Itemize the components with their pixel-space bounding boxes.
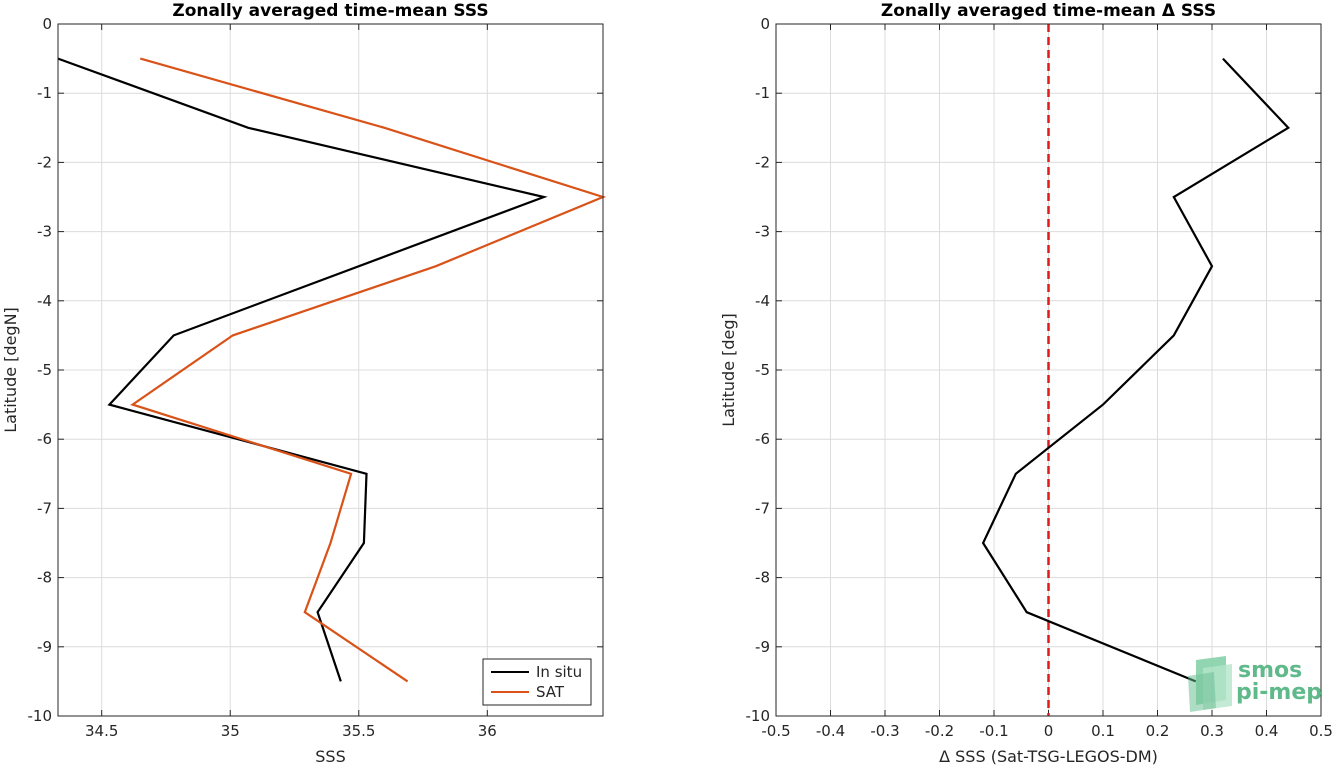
x-tick-label: 0 [1044,722,1054,740]
y-tick-label: -7 [37,499,52,517]
y-tick-label: 0 [42,15,52,33]
x-tick-label: 0.5 [1309,722,1333,740]
y-tick-label: -6 [37,430,52,448]
legend-box [482,658,592,706]
x-tick-label: 34.5 [85,722,118,740]
series-line-in-situ [57,57,548,682]
legend-label-in-situ: In situ [536,663,582,681]
x-tick-label: 35.5 [342,722,375,740]
delta-sss-profile-chart: 0 -1 -2 -3 -4 -5 -6 -7 -8 -9 -10 -0.5 -0.4 -0.3 -0.2 -… [719,1,1333,765]
y-tick-label: -10 [746,707,771,725]
legend-label-sat: SAT [536,683,565,701]
y-tick-label: 0 [760,15,770,33]
y-tick-label: -7 [755,499,770,517]
x-tick-label: -0.5 [761,722,790,740]
y-tick-label: -1 [755,84,770,102]
x-tick-label: 0.3 [1200,722,1224,740]
x-tick-label: -0.2 [925,722,954,740]
y-axis-label: Latitude [degN] [1,307,20,433]
y-tick-label: -4 [37,292,52,310]
y-tick-label: -3 [37,223,52,241]
x-tick-label: 35 [221,722,240,740]
plot-frame [775,23,1322,717]
sss-profile-chart: 0 -1 -2 -3 -4 -5 -6 -7 -8 -9 -10 34.5 35 35.5 36 Zona… [1,1,607,765]
y-tick-label: -3 [755,223,770,241]
y-tick-label: -5 [755,361,770,379]
smos-pi-mep-logo: smos pi-mep [1188,656,1322,712]
x-tick-label: 0.2 [1146,722,1170,740]
logo-line1: smos [1238,658,1302,683]
y-tick-label: -1 [37,84,52,102]
x-tick-label: 36 [478,722,497,740]
y-tick-label: -5 [37,361,52,379]
y-tick-label: -8 [755,569,770,587]
y-tick-label: -10 [28,707,53,725]
x-tick-label: 0.1 [1091,722,1115,740]
x-tick-label: -0.1 [979,722,1008,740]
series-line-delta-sss [981,57,1291,683]
x-tick-label: -0.3 [870,722,899,740]
x-tick-label: 0.4 [1255,722,1279,740]
y-tick-label: -6 [755,430,770,448]
x-tick-label: -0.4 [816,722,845,740]
chart-title: Zonally averaged time-mean SSS [172,1,488,21]
plot-frame [57,23,604,717]
y-tick-label: -8 [37,569,52,587]
y-axis-label: Latitude [deg] [719,313,738,427]
x-axis-label: Δ SSS (Sat-TSG-LEGOS-DM) [939,747,1158,765]
y-tick-label: -2 [755,153,770,171]
logo-line2: pi-mep [1236,680,1322,705]
series-line-sat [130,57,607,683]
y-tick-label: -9 [755,638,770,656]
x-axis-label: SSS [315,747,345,765]
y-tick-label: -9 [37,638,52,656]
chart-title: Zonally averaged time-mean Δ SSS [881,1,1216,21]
y-tick-label: -2 [37,153,52,171]
y-tick-label: -4 [755,292,770,310]
legend: In situ SAT [482,658,592,706]
logo-wave-icon [1188,656,1232,712]
